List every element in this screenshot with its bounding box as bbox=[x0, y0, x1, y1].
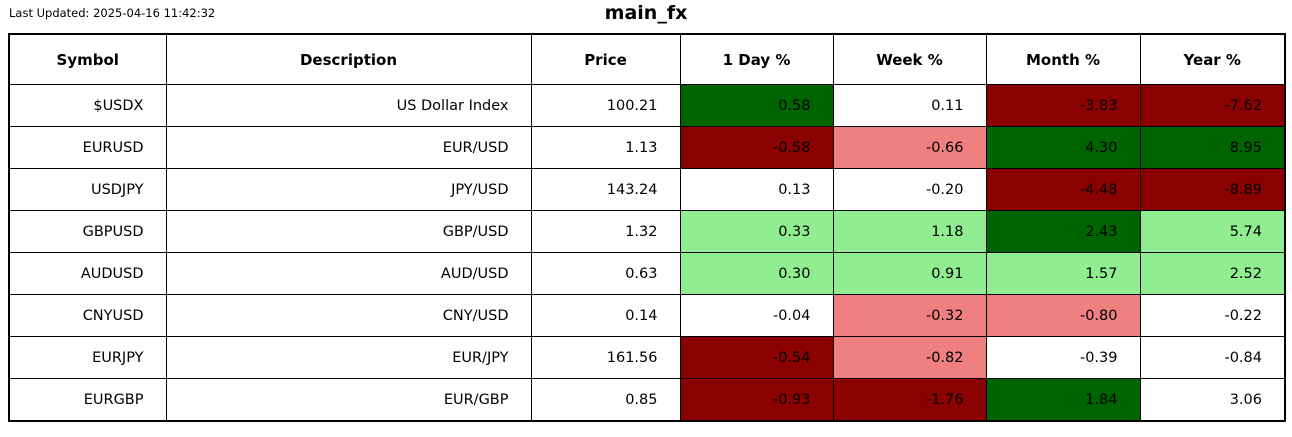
symbol-cell: EURGBP bbox=[8, 378, 167, 422]
description-cell: EUR/GBP bbox=[165, 378, 532, 422]
table-row: EURGBP EUR/GBP 0.85 -0.93 -1.76 1.84 3.06 bbox=[8, 378, 1286, 422]
column-header-symbol: Symbol bbox=[8, 33, 167, 85]
column-header-month: Month % bbox=[985, 33, 1141, 85]
header-row: Symbol Description Price 1 Day % Week % Month… bbox=[8, 33, 1286, 85]
price-cell: 0.85 bbox=[530, 378, 681, 422]
price-cell: 0.14 bbox=[530, 294, 681, 337]
price-cell: 100.21 bbox=[530, 84, 681, 127]
description-cell: EUR/JPY bbox=[165, 336, 532, 379]
panel-topbar: Last Updated: 2025-04-16 11:42:32 main_f… bbox=[0, 0, 1292, 33]
description-cell: EUR/USD bbox=[165, 126, 532, 169]
change-cell: -0.54 bbox=[679, 336, 834, 379]
column-header-price: Price bbox=[530, 33, 681, 85]
table-row: AUDUSD AUD/USD 0.63 0.30 0.91 1.57 2.52 bbox=[8, 252, 1286, 295]
description-cell: US Dollar Index bbox=[165, 84, 532, 127]
symbol-cell: AUDUSD bbox=[8, 252, 167, 295]
change-cell: -0.39 bbox=[985, 336, 1141, 379]
change-cell: -0.66 bbox=[832, 126, 987, 169]
change-cell: -0.93 bbox=[679, 378, 834, 422]
page-title: main_fx bbox=[604, 2, 688, 24]
description-cell: JPY/USD bbox=[165, 168, 532, 211]
change-cell: 0.11 bbox=[832, 84, 987, 127]
change-cell: 5.74 bbox=[1139, 210, 1286, 253]
change-cell: -0.32 bbox=[832, 294, 987, 337]
change-cell: 1.18 bbox=[832, 210, 987, 253]
symbol-cell: EURJPY bbox=[8, 336, 167, 379]
change-cell: -0.58 bbox=[679, 126, 834, 169]
price-cell: 143.24 bbox=[530, 168, 681, 211]
change-cell: -7.62 bbox=[1139, 84, 1286, 127]
column-header-year: Year % bbox=[1139, 33, 1286, 85]
change-cell: 2.52 bbox=[1139, 252, 1286, 295]
table-row: USDJPY JPY/USD 143.24 0.13 -0.20 -4.48 -8.89 bbox=[8, 168, 1286, 211]
change-cell: 4.30 bbox=[985, 126, 1141, 169]
table-row: EURUSD EUR/USD 1.13 -0.58 -0.66 4.30 8.95 bbox=[8, 126, 1286, 169]
symbol-cell: CNYUSD bbox=[8, 294, 167, 337]
last-updated-label: Last Updated: 2025-04-16 11:42:32 bbox=[9, 6, 216, 20]
price-cell: 0.63 bbox=[530, 252, 681, 295]
change-cell: 2.43 bbox=[985, 210, 1141, 253]
change-cell: -8.89 bbox=[1139, 168, 1286, 211]
change-cell: -0.20 bbox=[832, 168, 987, 211]
column-header-description: Description bbox=[165, 33, 532, 85]
change-cell: 0.91 bbox=[832, 252, 987, 295]
price-cell: 161.56 bbox=[530, 336, 681, 379]
change-cell: -4.48 bbox=[985, 168, 1141, 211]
column-header-week: Week % bbox=[832, 33, 987, 85]
change-cell: -3.83 bbox=[985, 84, 1141, 127]
description-cell: CNY/USD bbox=[165, 294, 532, 337]
price-cell: 1.13 bbox=[530, 126, 681, 169]
symbol-cell: GBPUSD bbox=[8, 210, 167, 253]
change-cell: 1.57 bbox=[985, 252, 1141, 295]
change-cell: 3.06 bbox=[1139, 378, 1286, 422]
symbol-cell: $USDX bbox=[8, 84, 167, 127]
fx-table-body: $USDX US Dollar Index 100.21 0.58 0.11 -3.83-… bbox=[8, 84, 1286, 422]
change-cell: -0.22 bbox=[1139, 294, 1286, 337]
change-cell: -0.80 bbox=[985, 294, 1141, 337]
change-cell: -1.76 bbox=[832, 378, 987, 422]
fx-table: Symbol Description Price 1 Day % Week % Month… bbox=[8, 33, 1286, 422]
change-cell: 0.13 bbox=[679, 168, 834, 211]
symbol-cell: EURUSD bbox=[8, 126, 167, 169]
change-cell: 0.58 bbox=[679, 84, 834, 127]
change-cell: 1.84 bbox=[985, 378, 1141, 422]
price-cell: 1.32 bbox=[530, 210, 681, 253]
table-row: GBPUSD GBP/USD 1.32 0.33 1.18 2.43 5.74 bbox=[8, 210, 1286, 253]
change-cell: -0.82 bbox=[832, 336, 987, 379]
column-header-1-day: 1 Day % bbox=[679, 33, 834, 85]
table-row: $USDX US Dollar Index 100.21 0.58 0.11 -3.83-… bbox=[8, 84, 1286, 127]
change-cell: 0.33 bbox=[679, 210, 834, 253]
change-cell: 8.95 bbox=[1139, 126, 1286, 169]
change-cell: -0.84 bbox=[1139, 336, 1286, 379]
table-row: EURJPY EUR/JPY 161.56 -0.54 -0.82 -0.39 -0.84 bbox=[8, 336, 1286, 379]
change-cell: 0.30 bbox=[679, 252, 834, 295]
change-cell: -0.04 bbox=[679, 294, 834, 337]
description-cell: GBP/USD bbox=[165, 210, 532, 253]
description-cell: AUD/USD bbox=[165, 252, 532, 295]
symbol-cell: USDJPY bbox=[8, 168, 167, 211]
table-row: CNYUSD CNY/USD 0.14 -0.04 -0.32 -0.80 -0.22 bbox=[8, 294, 1286, 337]
